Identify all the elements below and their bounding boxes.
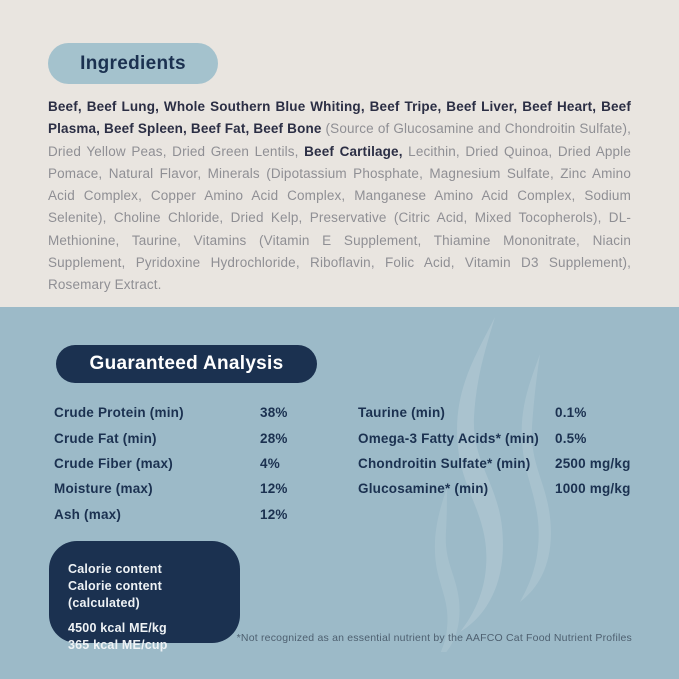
ingredient-segment-bold: Beef Cartilage, xyxy=(304,143,403,159)
calorie-heading-lines: Calorie content Calorie content (calculat… xyxy=(68,561,226,612)
ingredients-heading-label: Ingredients xyxy=(80,52,186,74)
analysis-row: Taurine (min) 0.1% xyxy=(358,400,658,425)
analysis-value: 38% xyxy=(260,405,288,421)
analysis-value: 1000 mg/kg xyxy=(555,481,631,497)
analysis-label: Ash (max) xyxy=(54,506,122,522)
analysis-label: Glucosamine* (min) xyxy=(358,481,489,497)
ingredients-section: Ingredients Beef, Beef Lung, Whole South… xyxy=(0,0,679,307)
calorie-value-line: 4500 kcal ME/kg xyxy=(68,621,167,635)
guaranteed-analysis-heading-label: Guaranteed Analysis xyxy=(89,353,284,374)
analysis-left-column: Crude Protein (min) 38% Crude Fat (min) 28%… xyxy=(54,400,344,527)
analysis-value: 12% xyxy=(260,481,288,497)
ingredients-heading-pill: Ingredients xyxy=(48,43,218,84)
analysis-value: 0.5% xyxy=(555,430,587,446)
analysis-row: Crude Fat (min) 28% xyxy=(54,425,344,450)
analysis-row: Moisture (max) 12% xyxy=(54,476,344,501)
analysis-label: Crude Fat (min) xyxy=(54,430,157,446)
analysis-label: Moisture (max) xyxy=(54,481,153,497)
calorie-value-lines: 4500 kcal ME/kg 365 kcal ME/cup xyxy=(68,620,226,654)
aafco-footnote: *Not recognized as an essential nutrient… xyxy=(236,632,632,644)
ingredient-segment: (Source of Glucosamine and Chondroitin S… xyxy=(48,121,632,159)
ingredient-segment: Lecithin, Dried Quinoa, Dried Apple Poma… xyxy=(48,143,631,293)
analysis-row: Glucosamine* (min) 1000 mg/kg xyxy=(358,476,658,501)
guaranteed-analysis-section: Guaranteed Analysis Crude Protein (min) 3… xyxy=(0,307,679,679)
analysis-label: Taurine (min) xyxy=(358,405,446,421)
calorie-heading-line: Calorie content (calculated) xyxy=(68,579,162,610)
calorie-value-line: 365 kcal ME/cup xyxy=(68,638,168,652)
analysis-right-column: Taurine (min) 0.1% Omega-3 Fatty Acids* (m… xyxy=(358,400,658,502)
guaranteed-analysis-heading-pill: Guaranteed Analysis xyxy=(56,345,317,383)
analysis-value: 2500 mg/kg xyxy=(555,455,631,471)
analysis-label: Omega-3 Fatty Acids* (min) xyxy=(358,430,539,446)
analysis-row: Chondroitin Sulfate* (min) 2500 mg/kg xyxy=(358,451,658,476)
calorie-heading-line: Calorie content xyxy=(68,562,162,576)
analysis-label: Crude Fiber (max) xyxy=(54,455,173,471)
analysis-row: Crude Protein (min) 38% xyxy=(54,400,344,425)
analysis-value: 4% xyxy=(260,455,280,471)
calorie-content-box: Calorie content Calorie content (calculat… xyxy=(49,541,240,652)
analysis-value: 0.1% xyxy=(555,405,587,421)
analysis-label: Chondroitin Sulfate* (min) xyxy=(358,455,531,471)
analysis-row: Omega-3 Fatty Acids* (min) 0.5% xyxy=(358,425,658,450)
analysis-row: Ash (max) 12% xyxy=(54,502,344,527)
analysis-label: Crude Protein (min) xyxy=(54,405,184,421)
ingredients-paragraph: Beef, Beef Lung, Whole Southern Blue Whi… xyxy=(48,96,631,297)
analysis-value: 28% xyxy=(260,430,288,446)
analysis-value: 12% xyxy=(260,506,288,522)
ingredient-segment-bold: Beef, Beef Lung, Whole Southern Blue Whi… xyxy=(48,99,631,137)
analysis-row: Crude Fiber (max) 4% xyxy=(54,451,344,476)
